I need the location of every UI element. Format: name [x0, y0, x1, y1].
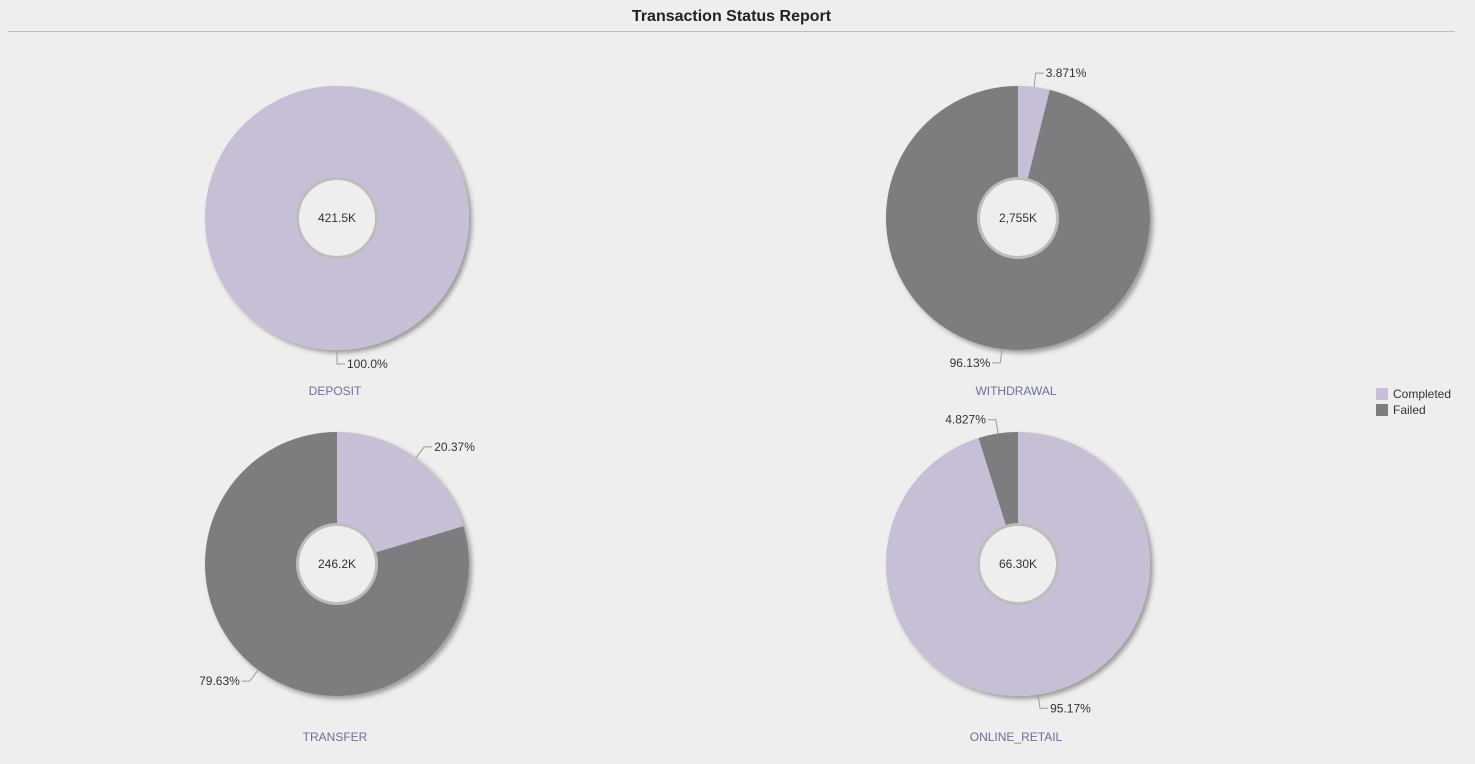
legend-label-failed: Failed — [1393, 403, 1426, 417]
leader-line-online-retail-completed — [1037, 694, 1049, 709]
slice-label-deposit-completed: 100.0% — [347, 357, 388, 371]
title-divider — [8, 31, 1455, 32]
category-label-transfer: TRANSFER — [303, 730, 368, 744]
legend-swatch-failed — [1376, 404, 1388, 416]
total-label-withdrawal: 2,755K — [999, 211, 1037, 225]
donut-hole — [299, 180, 375, 256]
donut-deposit: 100.0% 421.5K DEPOSIT — [205, 86, 469, 398]
category-label-deposit: DEPOSIT — [309, 384, 362, 398]
category-label-withdrawal: WITHDRAWAL — [975, 384, 1056, 398]
slice-transfer-completed — [337, 432, 464, 564]
slice-label-transfer-completed: 20.37% — [434, 440, 475, 454]
leader-line-transfer-failed — [241, 669, 259, 682]
donut-transfer: 20.37% 79.63% 246.2K TRANSFER — [199, 431, 475, 744]
legend-label-completed: Completed — [1393, 387, 1452, 401]
slice-label-online-retail-completed: 95.17% — [1050, 701, 1091, 715]
leader-line-deposit-completed — [336, 350, 345, 365]
slice-label-online-retail-failed: 4.827% — [945, 413, 986, 427]
donut-hole — [299, 526, 375, 602]
total-label-transfer: 246.2K — [318, 557, 356, 571]
slice-label-withdrawal-failed: 96.13% — [950, 356, 991, 370]
legend-item-completed[interactable]: Completed — [1376, 386, 1451, 402]
donut-hole — [980, 180, 1056, 256]
total-label-online-retail: 66.30K — [999, 557, 1037, 571]
leader-line-transfer-completed — [415, 446, 433, 459]
legend-item-failed[interactable]: Failed — [1376, 402, 1451, 418]
slice-label-transfer-failed: 79.63% — [199, 674, 240, 688]
slice-label-withdrawal-completed: 3.871% — [1046, 66, 1087, 80]
donut-withdrawal: 3.871% 96.13% 2,755K WITHDRAWAL — [885, 66, 1150, 398]
legend: Completed Failed — [1376, 386, 1451, 418]
leader-line-online-retail-failed — [987, 419, 999, 434]
legend-swatch-completed — [1376, 388, 1388, 400]
total-label-deposit: 421.5K — [318, 211, 356, 225]
leader-line-withdrawal-completed — [1033, 72, 1044, 88]
leader-line-withdrawal-failed — [992, 348, 1003, 364]
category-label-online-retail: ONLINE_RETAIL — [970, 730, 1063, 744]
report-title: Transaction Status Report — [631, 8, 832, 25]
donut-hole — [980, 526, 1056, 602]
donut-online-retail: 95.17% 4.827% 66.30K ONLINE_RETAIL — [885, 413, 1150, 744]
